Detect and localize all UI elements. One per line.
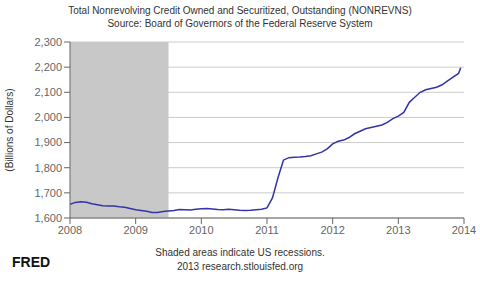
svg-text:(Billions of Dollars): (Billions of Dollars) [8,88,15,171]
svg-text:2,200: 2,200 [34,61,62,73]
html-text:2013 research.stlouisfed.org: 2013 research.stlouisfed.org [176,261,304,272]
svg-text:2012: 2012 [320,224,344,236]
svg-text:1,600: 1,600 [34,212,62,224]
html-text:Source: Board of Governors of: Source: Board of Governors of the Federa… [107,18,373,29]
html-text:Shaded areas indicate US reces: Shaded areas indicate US recessions. [155,247,325,258]
svg-text:2,100: 2,100 [34,86,62,98]
svg-text:2014: 2014 [452,224,472,236]
svg-text:1,700: 1,700 [34,187,62,199]
svg-text:2009: 2009 [123,224,147,236]
html-text:FRED: FRED [12,254,51,270]
svg-text:2,300: 2,300 [34,36,62,48]
svg-text:1,800: 1,800 [34,162,62,174]
svg-text:2013: 2013 [386,224,410,236]
svg-text:2011: 2011 [255,224,279,236]
svg-text:2,000: 2,000 [34,111,62,123]
svg-text:2008: 2008 [58,224,82,236]
svg-text:1,900: 1,900 [34,136,62,148]
html-text:Total Nonrevolving Credit Owne: Total Nonrevolving Credit Owned and Secu… [68,5,412,16]
svg-text:2010: 2010 [189,224,213,236]
